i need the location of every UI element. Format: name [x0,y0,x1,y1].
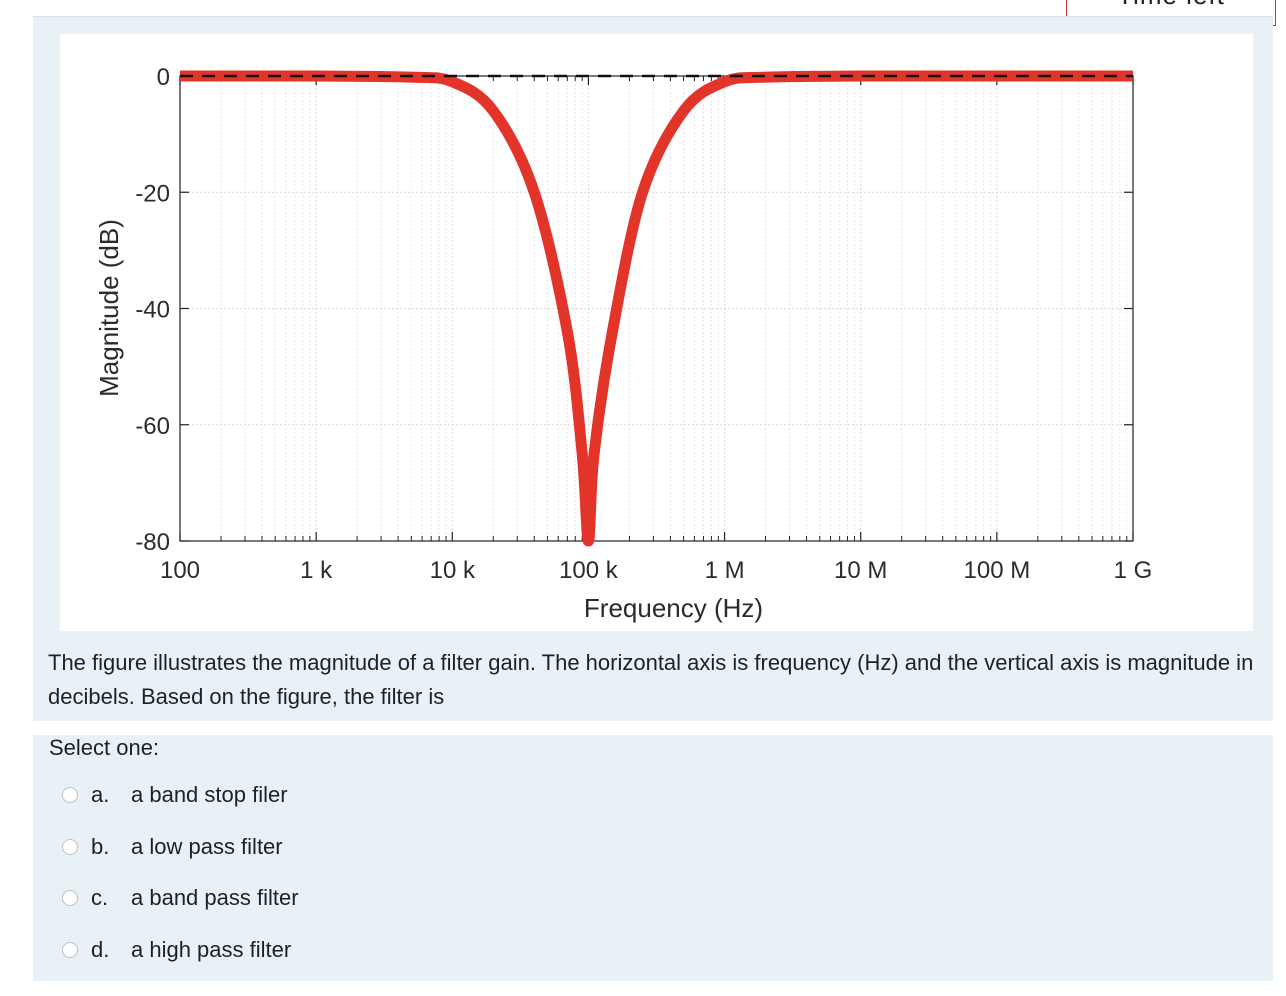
y-tick-label: -20 [135,180,170,207]
magnitude-frequency-chart: 100 1 k 10 k 100 k 1 M 10 M 100 M 1 G 0 -20 -40 -60… [94,64,1153,623]
radio-button-d[interactable] [62,942,78,958]
x-tick-label: 100 M [964,557,1031,584]
y-tick-label: -80 [135,529,170,556]
x-axis-label: Frequency (Hz) [584,593,763,623]
y-tick-label: -60 [135,413,170,440]
option-letter-b: b. [91,834,110,859]
answer-option-c[interactable]: c. a band pass filter [62,883,299,913]
x-tick-label: 10 k [430,557,476,584]
answer-option-a[interactable]: a. a band stop filer [62,780,288,810]
option-letter-d: d. [91,937,110,962]
answer-option-d[interactable]: d. a high pass filter [62,935,291,965]
radio-button-b[interactable] [62,839,78,855]
question-text: The figure illustrates the magnitude of … [48,650,1254,709]
answer-panel [33,735,1273,981]
option-label-a[interactable]: a band stop filer [131,782,288,807]
x-tick-label: 100 [160,557,200,584]
option-letter-c: c. [91,885,109,910]
x-tick-label: 100 k [559,557,619,584]
y-tick-label: 0 [157,64,170,91]
option-label-d[interactable]: a high pass filter [131,937,292,962]
radio-button-a[interactable] [62,787,78,803]
x-tick-label: 1 G [1114,557,1153,584]
x-tick-label: 1 M [705,557,745,584]
radio-button-c[interactable] [62,890,78,906]
option-label-b[interactable]: a low pass filter [131,834,283,859]
option-label-c[interactable]: a band pass filter [131,885,299,910]
select-one-prompt: Select one: [49,735,160,760]
x-tick-label: 1 k [300,557,333,584]
answer-option-b[interactable]: b. a low pass filter [62,832,283,862]
y-axis-label: Magnitude (dB) [94,219,124,397]
y-tick-label: -40 [135,297,170,324]
question-figure: 100 1 k 10 k 100 k 1 M 10 M 100 M 1 G 0 -20 -40 -60… [60,34,1253,631]
option-letter-a: a. [91,782,110,807]
x-tick-label: 10 M [834,557,887,584]
